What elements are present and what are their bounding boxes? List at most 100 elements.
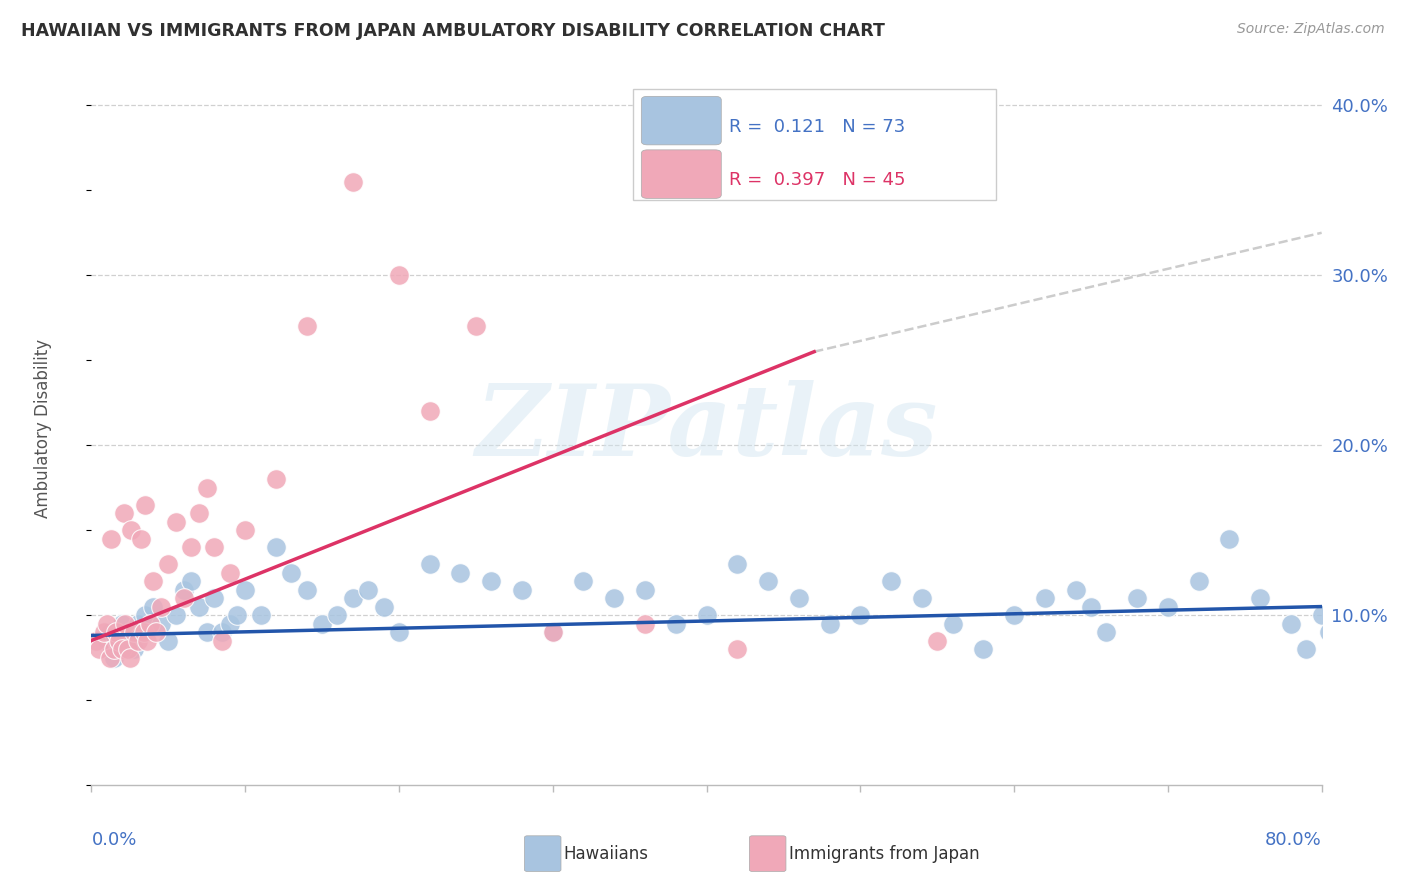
Point	[105, 625, 127, 640]
Point	[134, 608, 156, 623]
Point	[927, 633, 949, 648]
Point	[112, 506, 135, 520]
Point	[118, 625, 141, 640]
Point	[388, 268, 411, 283]
Point	[695, 608, 717, 623]
Point	[108, 642, 131, 657]
Point	[849, 608, 872, 623]
Point	[419, 557, 441, 571]
Point	[124, 625, 146, 640]
Point	[1002, 608, 1025, 623]
Point	[479, 574, 502, 588]
Point	[1326, 599, 1348, 614]
Point	[98, 650, 121, 665]
Point	[1157, 599, 1180, 614]
Point	[264, 540, 287, 554]
Point	[134, 498, 156, 512]
Point	[665, 616, 688, 631]
Point	[295, 582, 318, 597]
Point	[249, 608, 271, 623]
Point	[1126, 591, 1149, 605]
Point	[1218, 532, 1240, 546]
Point	[1095, 625, 1118, 640]
Point	[941, 616, 963, 631]
Point	[202, 540, 225, 554]
Point	[195, 625, 218, 640]
Point	[96, 616, 118, 631]
Point	[787, 591, 810, 605]
Point	[124, 642, 146, 657]
Point	[233, 582, 256, 597]
Point	[1295, 642, 1317, 657]
Point	[103, 650, 125, 665]
Point	[142, 599, 165, 614]
Point	[725, 557, 748, 571]
Point	[211, 633, 233, 648]
Point	[117, 642, 139, 657]
Point	[218, 566, 240, 580]
Text: R =  0.121   N = 73: R = 0.121 N = 73	[728, 118, 905, 136]
Point	[211, 625, 233, 640]
Point	[1317, 625, 1340, 640]
Point	[388, 625, 411, 640]
Point	[114, 633, 136, 648]
Point	[165, 515, 187, 529]
Point	[1187, 574, 1209, 588]
Point	[135, 633, 157, 648]
Point	[165, 608, 187, 623]
Point	[127, 633, 149, 648]
Point	[173, 582, 195, 597]
Point	[373, 599, 395, 614]
Point	[108, 633, 131, 648]
Point	[449, 566, 471, 580]
Point	[311, 616, 333, 631]
Point	[541, 625, 564, 640]
Point	[818, 616, 841, 631]
Point	[127, 616, 149, 631]
Text: 80.0%: 80.0%	[1265, 831, 1322, 849]
FancyBboxPatch shape	[641, 150, 721, 198]
Point	[1033, 591, 1056, 605]
Point	[510, 582, 533, 597]
Point	[188, 599, 211, 614]
Point	[93, 625, 115, 640]
Point	[103, 642, 125, 657]
Point	[464, 319, 486, 334]
Point	[87, 642, 110, 657]
Point	[634, 616, 657, 631]
Point	[572, 574, 595, 588]
Point	[264, 472, 287, 486]
Point	[880, 574, 903, 588]
Point	[139, 616, 162, 631]
Point	[1372, 625, 1395, 640]
Point	[342, 591, 364, 605]
Text: ZIPatlas: ZIPatlas	[475, 380, 938, 476]
Text: HAWAIIAN VS IMMIGRANTS FROM JAPAN AMBULATORY DISABILITY CORRELATION CHART: HAWAIIAN VS IMMIGRANTS FROM JAPAN AMBULA…	[21, 22, 884, 40]
Text: 0.0%: 0.0%	[91, 831, 136, 849]
Point	[180, 540, 202, 554]
Point	[1341, 591, 1364, 605]
FancyBboxPatch shape	[633, 89, 995, 200]
Point	[202, 591, 225, 605]
Point	[149, 599, 172, 614]
Point	[295, 319, 318, 334]
Point	[1279, 616, 1302, 631]
Point	[972, 642, 994, 657]
Point	[911, 591, 934, 605]
Point	[100, 532, 122, 546]
Point	[157, 557, 180, 571]
Point	[1357, 608, 1379, 623]
Point	[132, 625, 155, 640]
Point	[226, 608, 249, 623]
Point	[419, 404, 441, 418]
Point	[188, 506, 211, 520]
Point	[145, 625, 167, 640]
Point	[725, 642, 748, 657]
Point	[195, 481, 218, 495]
Point	[342, 175, 364, 189]
Point	[111, 616, 134, 631]
Point	[326, 608, 349, 623]
Point	[96, 633, 118, 648]
Point	[357, 582, 380, 597]
Point	[157, 633, 180, 648]
